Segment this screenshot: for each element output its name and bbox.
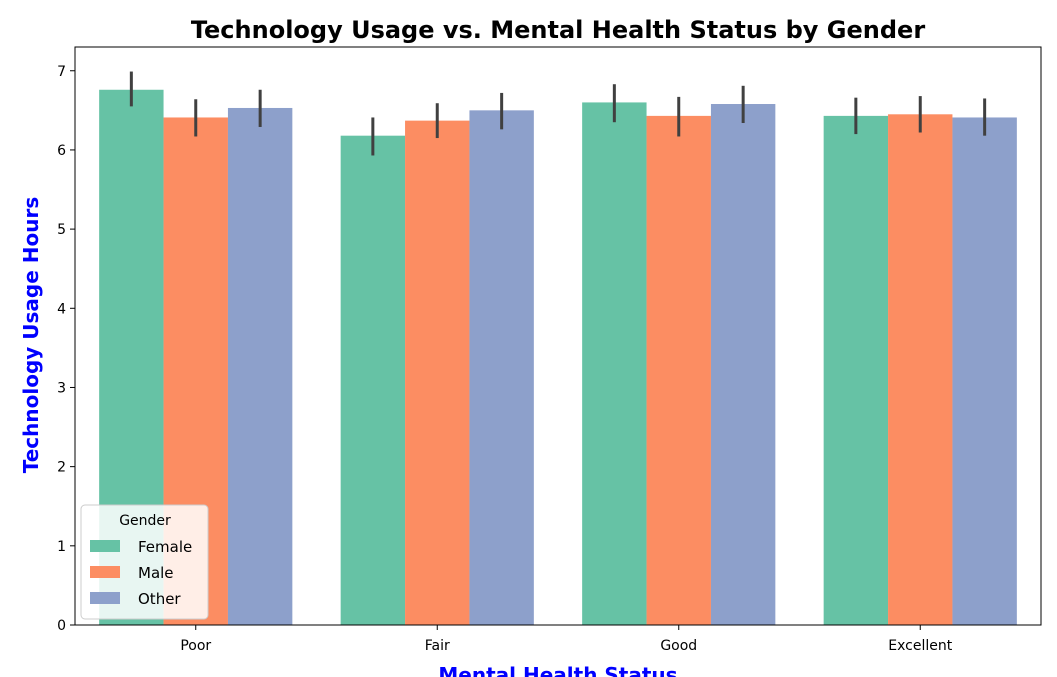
y-tick-label: 4: [57, 301, 66, 317]
legend-swatch-male: [90, 566, 120, 578]
legend-swatch-female: [90, 540, 120, 552]
x-tick-label: Fair: [425, 638, 450, 654]
y-tick-label: 5: [57, 222, 66, 238]
legend-title: Gender: [119, 513, 171, 529]
x-tick-label: Poor: [180, 638, 211, 654]
y-tick-label: 3: [57, 380, 66, 396]
bar-male-good: [646, 115, 711, 625]
y-tick-label: 6: [57, 143, 66, 159]
x-tick-label: Good: [660, 638, 697, 654]
legend-items: Female Male Other: [90, 538, 192, 608]
y-axis: 0 1 2 3 4 5 6 7: [57, 64, 75, 634]
bar-male-fair: [405, 120, 470, 625]
bar-other-fair: [469, 110, 534, 625]
bar-other-poor: [227, 107, 293, 626]
legend-label-other: Other: [138, 590, 181, 608]
bars-layer: [99, 89, 1017, 626]
legend-label-male: Male: [138, 564, 174, 582]
legend-label-female: Female: [138, 538, 192, 556]
y-tick-label: 2: [57, 460, 66, 476]
bar-female-fair: [340, 135, 406, 626]
bar-male-excellent: [888, 114, 953, 626]
y-tick-label: 0: [57, 618, 66, 634]
x-axis: Poor Fair Good Excellent: [180, 625, 953, 654]
legend-box: [80, 504, 209, 620]
bar-other-good: [710, 104, 776, 625]
y-tick-label: 7: [57, 64, 66, 80]
plot-frame: [74, 46, 1042, 626]
bar-female-good: [582, 102, 647, 625]
x-tick-label: Excellent: [888, 638, 952, 654]
y-tick-label: 1: [57, 539, 66, 555]
bar-other-excellent: [952, 117, 1017, 625]
x-axis-label: Mental Health Status: [438, 663, 677, 677]
error-bars-layer: [129, 71, 987, 156]
y-axis-label: Technology Usage Hours: [19, 197, 43, 474]
legend: Gender Female Male Other: [80, 504, 209, 620]
chart-title: Technology Usage vs. Mental Health Statu…: [191, 16, 925, 44]
legend-swatch-other: [90, 592, 120, 604]
bar-female-excellent: [823, 115, 889, 625]
